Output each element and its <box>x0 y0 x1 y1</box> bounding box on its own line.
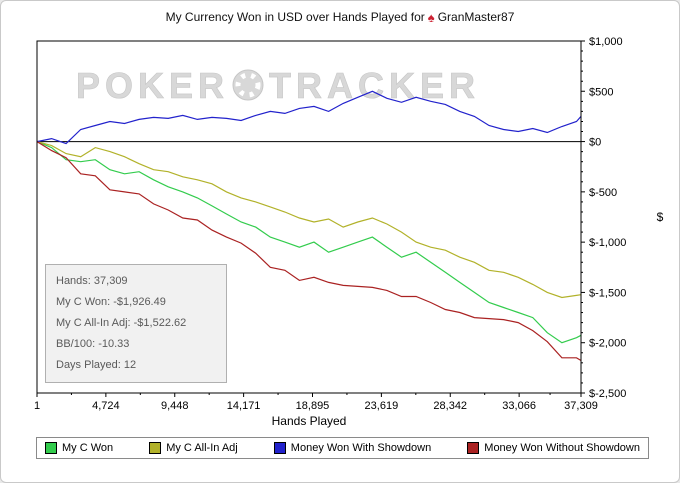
y-tick-label: $-2,000 <box>589 338 626 350</box>
legend-swatch-darkred <box>467 442 480 454</box>
info-line-my-c-won: My C Won: -$1,926.49 <box>56 296 166 308</box>
player-name: GranMaster87 <box>437 10 515 24</box>
watermark-text-left: POKER <box>76 65 229 106</box>
legend-label: Money Won With Showdown <box>290 442 432 454</box>
x-tick-label: 1 <box>34 400 40 412</box>
y-axis-title: $ <box>657 210 664 224</box>
legend-item-all-in-adj[interactable]: My C All-In Adj <box>149 442 238 454</box>
stats-infobox: Hands: 37,309 My C Won: -$1,926.49 My C … <box>45 264 227 383</box>
legend-label: Money Won Without Showdown <box>484 442 640 454</box>
info-line-bb100: BB/100: -10.33 <box>56 338 130 350</box>
x-tick-label: 33,066 <box>502 400 536 412</box>
pokertracker-logo-icon: ♠ <box>427 10 435 25</box>
watermark-text-right: TRACKER <box>269 65 480 106</box>
legend-swatch-blue <box>273 442 286 454</box>
y-tick-label: $-2,500 <box>589 388 626 400</box>
info-line-hands: Hands: 37,309 <box>56 275 128 287</box>
chart-title: My Currency Won in USD over Hands Played… <box>1 10 679 25</box>
y-tick-label: $500 <box>589 86 613 98</box>
x-tick-label: 9,448 <box>161 400 189 412</box>
x-tick-label: 18,895 <box>296 400 330 412</box>
x-axis-title: Hands Played <box>272 414 347 428</box>
chart-title-text: My Currency Won in USD over Hands Played… <box>165 10 425 24</box>
legend-item-with-showdown[interactable]: Money Won With Showdown <box>273 442 432 454</box>
info-line-all-in-adj: My C All-In Adj: -$1,522.62 <box>56 317 187 329</box>
legend-swatch-green <box>45 442 57 454</box>
plot-border <box>36 40 582 394</box>
series-line <box>36 141 582 344</box>
y-tick-label: $1,000 <box>589 36 623 48</box>
y-tick-label: $-500 <box>589 187 617 199</box>
series-line <box>36 141 582 299</box>
x-tick-label: 4,724 <box>92 400 120 412</box>
x-tick-label: 14,171 <box>227 400 261 412</box>
legend-label: My C Won <box>62 442 114 454</box>
y-tick-label: $-1,000 <box>589 237 626 249</box>
legend-item-my-c-won[interactable]: My C Won <box>45 442 113 454</box>
series-line <box>36 90 582 145</box>
y-tick-label: $0 <box>589 137 601 149</box>
x-tick-label: 37,309 <box>564 400 598 412</box>
legend-label: My C All-In Adj <box>166 442 238 454</box>
info-line-days-played: Days Played: 12 <box>56 359 137 371</box>
legend-item-without-showdown[interactable]: Money Won Without Showdown <box>467 442 640 454</box>
x-tick-label: 28,342 <box>433 400 467 412</box>
legend-swatch-olive <box>149 442 162 454</box>
legend: My C Won My C All-In Adj Money Won With … <box>36 437 649 459</box>
series-line <box>36 141 582 362</box>
x-tick-label: 23,619 <box>365 400 399 412</box>
y-tick-label: $-1,500 <box>589 287 626 299</box>
